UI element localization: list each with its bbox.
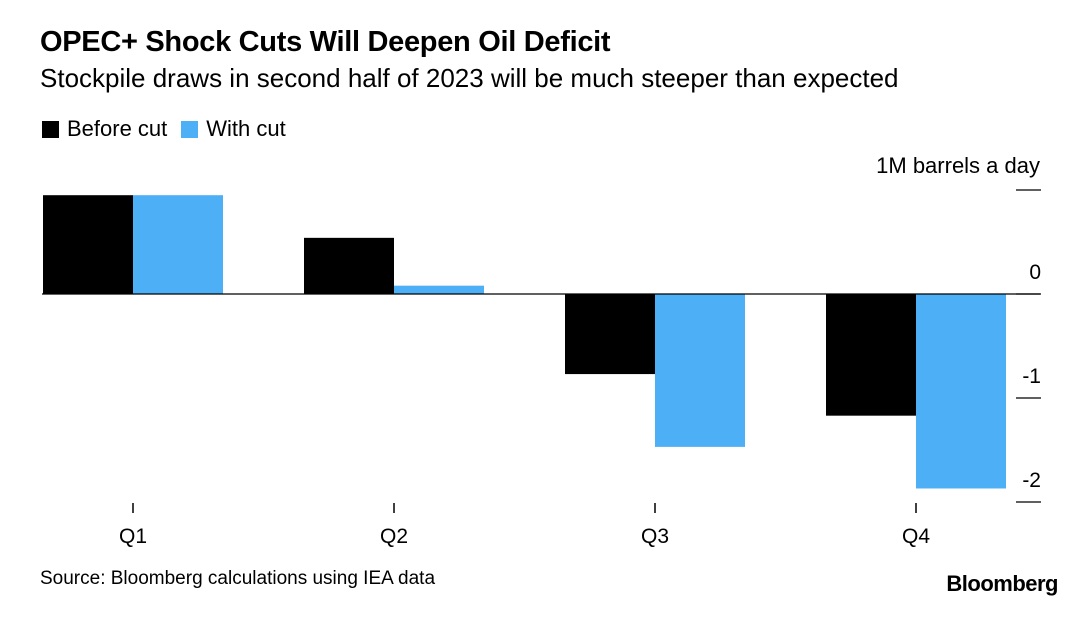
bar-q1-before-cut <box>43 195 133 294</box>
legend-swatch-with-cut <box>181 120 199 138</box>
y-tick-label-neg2: -2 <box>1022 469 1041 492</box>
chart-subtitle: Stockpile draws in second half of 2023 w… <box>40 63 899 93</box>
bar-q3-with-cut <box>655 294 745 447</box>
y-tick-label-neg1: -1 <box>1022 365 1041 388</box>
legend-item-with-cut: With cut <box>181 116 286 142</box>
y-axis-unit-label: 1M barrels a day <box>876 153 1040 178</box>
bar-q1-with-cut <box>133 195 223 294</box>
legend: Before cut With cut <box>42 116 300 142</box>
x-tick-label-q2: Q2 <box>380 525 408 548</box>
chart-title: OPEC+ Shock Cuts Will Deepen Oil Deficit <box>40 26 611 58</box>
legend-item-before-cut: Before cut <box>42 116 167 142</box>
legend-swatch-before-cut <box>42 120 59 138</box>
legend-label-with-cut: With cut <box>206 116 286 141</box>
bar-q4-with-cut <box>916 294 1006 489</box>
source-note: Source: Bloomberg calculations using IEA… <box>40 568 436 589</box>
bloomberg-logo: Bloomberg <box>946 571 1058 596</box>
legend-label-before-cut: Before cut <box>67 116 168 141</box>
y-tick-label-0: 0 <box>1029 261 1041 284</box>
bar-q2-before-cut <box>304 237 394 294</box>
x-tick-label-q1: Q1 <box>119 525 147 548</box>
x-tick-label-q4: Q4 <box>902 525 930 548</box>
bar-q4-before-cut <box>826 294 916 416</box>
bar-q3-before-cut <box>565 294 655 375</box>
x-tick-label-q3: Q3 <box>641 525 669 548</box>
bar-q2-with-cut <box>394 285 484 294</box>
